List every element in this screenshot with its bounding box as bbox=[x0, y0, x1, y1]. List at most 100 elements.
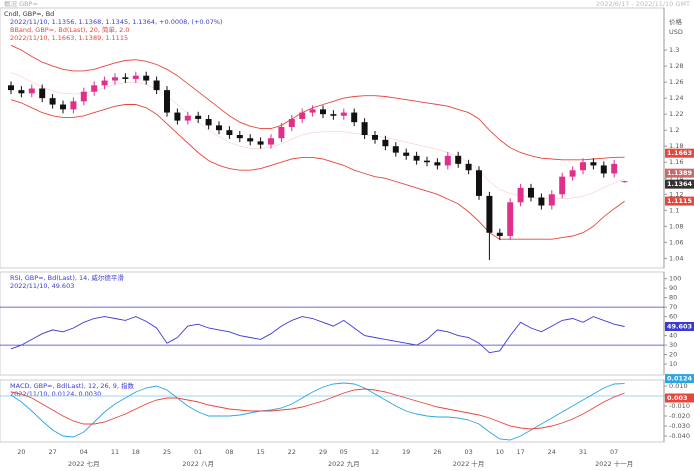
candle-body bbox=[153, 80, 160, 91]
value-box-label: 1.1364 bbox=[667, 180, 693, 188]
y-tick-label: 10 bbox=[669, 360, 677, 368]
candle-body bbox=[538, 197, 545, 206]
value-box-label: 1.1663 bbox=[667, 149, 692, 157]
overlay-readout: 2022/11/10, 1.1663, 1.1389, 1.1115 bbox=[10, 34, 128, 42]
y-tick-label: 1.3 bbox=[669, 46, 679, 54]
y-tick-label: -0.030 bbox=[669, 422, 690, 430]
candle-body bbox=[486, 195, 493, 233]
candle-body bbox=[299, 112, 306, 119]
y-tick-label: 40 bbox=[669, 332, 677, 340]
candle-body bbox=[372, 134, 378, 140]
candle-body bbox=[216, 125, 222, 131]
y-tick-label: 1.2 bbox=[669, 126, 679, 134]
candle-body bbox=[28, 88, 35, 94]
value-box-label: 1.1115 bbox=[667, 197, 693, 205]
value-box-label: 49.603 bbox=[667, 322, 692, 330]
y-tick-label: 1.08 bbox=[669, 222, 683, 230]
y-tick-label: 1.24 bbox=[669, 94, 683, 102]
candle-body bbox=[309, 109, 316, 113]
axis-title: 价格 bbox=[669, 17, 683, 26]
x-tick-label: 29 bbox=[319, 448, 327, 456]
x-tick-label: 05 bbox=[340, 448, 348, 456]
candle-body bbox=[548, 194, 555, 206]
candle-body bbox=[559, 176, 566, 195]
candle-body bbox=[569, 170, 576, 177]
value-box-label: 0.0124 bbox=[667, 375, 693, 383]
candle-body bbox=[424, 160, 430, 163]
x-tick-label: 01 bbox=[194, 448, 202, 456]
x-tick-label: 10 bbox=[496, 448, 504, 456]
value-box bbox=[665, 168, 694, 178]
candle-body bbox=[49, 98, 56, 105]
candle-body bbox=[455, 155, 462, 164]
candle-body bbox=[590, 162, 597, 166]
y-tick-label: 0.010 bbox=[669, 382, 688, 390]
candle-body bbox=[132, 75, 139, 79]
candle-body bbox=[236, 134, 243, 139]
candle-body bbox=[247, 138, 254, 142]
y-tick-label: 30 bbox=[669, 341, 677, 349]
candle-body bbox=[174, 112, 181, 121]
candle-body bbox=[164, 90, 170, 113]
x-tick-label: 18 bbox=[132, 448, 140, 456]
x-tick-label: 15 bbox=[256, 448, 264, 456]
candle-body bbox=[60, 104, 66, 110]
candle-body bbox=[621, 181, 628, 183]
indicator-line bbox=[10, 388, 625, 430]
x-month-label: 2022 十一月 bbox=[595, 459, 633, 468]
candle-body bbox=[476, 170, 482, 196]
y-tick-label: 80 bbox=[669, 294, 677, 302]
candle-body bbox=[205, 118, 212, 126]
candle-body bbox=[288, 118, 295, 127]
y-tick-label: 100 bbox=[669, 275, 681, 283]
candle-body bbox=[320, 109, 326, 115]
candle-body bbox=[70, 101, 77, 110]
x-tick-label: 22 bbox=[288, 448, 296, 456]
candle-body bbox=[112, 77, 118, 81]
overlay-name: BBand, GBP=, Bd(Last), 20, 简单, 2.0 bbox=[10, 25, 129, 34]
y-tick-label: 1.28 bbox=[669, 62, 683, 70]
candle-body bbox=[39, 88, 46, 99]
value-box bbox=[665, 393, 694, 403]
x-tick-label: 08 bbox=[225, 448, 233, 456]
candle-body bbox=[434, 162, 441, 166]
candle-body bbox=[600, 165, 607, 174]
x-tick-label: 24 bbox=[548, 448, 556, 456]
value-box bbox=[665, 179, 694, 189]
macd-name: MACD, GBP=, Bd(Last), 12, 26, 9, 指数 bbox=[10, 381, 135, 390]
candle-body bbox=[507, 202, 514, 236]
rsi-readout: 2022/11/10, 49.603 bbox=[10, 282, 74, 290]
x-tick-label: 19 bbox=[402, 448, 410, 456]
y-tick-label: 1.16 bbox=[669, 158, 683, 166]
candle-body bbox=[257, 141, 264, 145]
page-title: 概况 GBP= bbox=[4, 0, 38, 8]
x-tick-label: 17 bbox=[516, 448, 524, 456]
x-month-label: 2022 十月 bbox=[453, 459, 485, 468]
series-name: Cndl, GBP=, Bd bbox=[4, 10, 54, 18]
value-box bbox=[665, 196, 694, 206]
y-tick-label: -0.010 bbox=[669, 402, 690, 410]
candle-body bbox=[361, 122, 368, 135]
y-tick-label: 1.18 bbox=[669, 142, 683, 150]
y-tick-label: 1.1 bbox=[669, 206, 679, 214]
indicator-line bbox=[10, 382, 625, 441]
candle-body bbox=[382, 139, 389, 147]
y-tick-label: 60 bbox=[669, 313, 677, 321]
candle-body bbox=[611, 163, 618, 174]
rsi-name: RSI, GBP=, Bd(Last), 14, 威尔德平滑 bbox=[10, 273, 124, 282]
candle-body bbox=[340, 112, 347, 116]
candle-body bbox=[330, 114, 337, 116]
candle-body bbox=[143, 75, 150, 81]
candle-body bbox=[226, 130, 233, 135]
candle-body bbox=[496, 232, 503, 236]
x-tick-label: 20 bbox=[17, 448, 25, 456]
candle-body bbox=[184, 115, 191, 121]
candle-body bbox=[91, 85, 98, 92]
y-tick-label: 1.14 bbox=[669, 174, 683, 182]
candle-body bbox=[18, 90, 25, 94]
axis-currency: USD bbox=[669, 28, 683, 36]
candle-body bbox=[122, 77, 129, 79]
value-box bbox=[665, 321, 694, 331]
y-tick-label: 1.06 bbox=[669, 238, 683, 246]
